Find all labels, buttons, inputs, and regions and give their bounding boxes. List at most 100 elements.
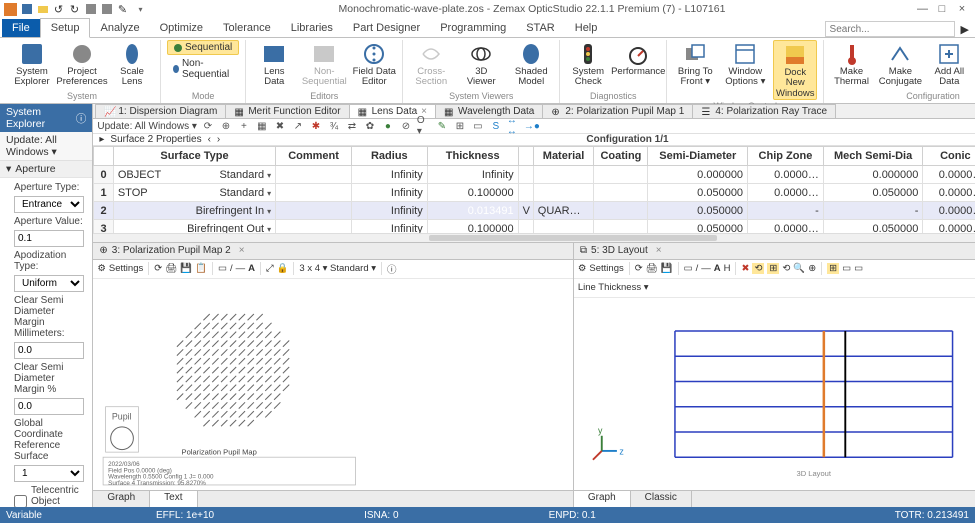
tb-icon[interactable]: ↗	[291, 119, 305, 133]
qat-redo-icon[interactable]: ↻	[68, 3, 81, 16]
table-cell[interactable]: 0.050000	[648, 202, 748, 220]
shaded-model-button[interactable]: Shaded Model	[509, 40, 553, 88]
settings-icon[interactable]: ⚙	[97, 263, 106, 274]
scale-lens-button[interactable]: Scale Lens	[110, 40, 154, 88]
apodization-type-select[interactable]: Uniform	[14, 275, 84, 292]
bring-to-front-button[interactable]: Bring To Front ▾	[673, 40, 717, 88]
tb-icon[interactable]: 💾	[180, 263, 192, 274]
table-cell[interactable]: 2	[94, 202, 113, 220]
qat-open-icon[interactable]	[36, 3, 49, 16]
table-cell[interactable]: Infinity	[351, 184, 427, 202]
close-icon[interactable]: ×	[656, 245, 662, 256]
table-cell[interactable]: Birefringent In ▾	[113, 202, 275, 220]
table-cell[interactable]: 0.100000	[427, 184, 518, 202]
tb-icon[interactable]: 📋	[195, 263, 207, 274]
close-icon[interactable]: ×	[239, 245, 245, 256]
tb-icon[interactable]: 🔍	[793, 263, 805, 274]
tb-icon[interactable]: ▭	[854, 263, 863, 274]
project-preferences-button[interactable]: Project Preferences	[60, 40, 104, 88]
minimize-button[interactable]: —	[917, 3, 927, 15]
help-icon[interactable]: ⓘ	[387, 262, 397, 276]
table-cell[interactable]	[594, 184, 648, 202]
table-row[interactable]: 1STOPStandard ▾Infinity0.1000000.0500000…	[94, 184, 975, 202]
table-cell[interactable]: 0.0000…	[748, 184, 824, 202]
table-cell[interactable]: 0.050000	[823, 220, 923, 233]
qat-more-icon[interactable]: ▾	[134, 3, 147, 16]
table-row[interactable]: 3Birefringent Out ▾Infinity0.1000000.050…	[94, 220, 975, 233]
file-tab[interactable]: File	[2, 19, 40, 37]
table-cell[interactable]	[518, 220, 533, 233]
tb-icon[interactable]: ⊕	[808, 263, 816, 274]
tb-icon[interactable]: ⊘	[399, 119, 413, 133]
table-cell[interactable]	[594, 220, 648, 233]
tab-pol-pupil-map-1[interactable]: ⊕2: Polarization Pupil Map 1	[542, 104, 693, 118]
table-cell[interactable]: 0.0000…	[923, 220, 975, 233]
aperture-type-select[interactable]: Entrance Pupil Diameter	[14, 196, 84, 213]
update-scope[interactable]: Update: All Windows ▾	[0, 132, 92, 161]
table-cell[interactable]: 0.013491	[427, 202, 518, 220]
column-header[interactable]: Surface Type	[113, 147, 275, 166]
performance-button[interactable]: Performance	[616, 40, 660, 77]
tb-icon[interactable]: /	[230, 263, 233, 274]
table-cell[interactable]: Infinity	[351, 166, 427, 184]
classic-tab[interactable]: Classic	[631, 491, 692, 507]
system-explorer-button[interactable]: System Explorer	[10, 40, 54, 88]
table-cell[interactable]: 0.0000…	[748, 220, 824, 233]
tab-part-designer[interactable]: Part Designer	[343, 19, 430, 37]
expand-icon[interactable]: ▸	[99, 134, 104, 145]
table-cell[interactable]	[518, 166, 533, 184]
sequential-mode[interactable]: Sequential	[167, 40, 239, 55]
qat-undo-icon[interactable]: ↺	[52, 3, 65, 16]
settings-label[interactable]: Settings	[589, 263, 623, 274]
table-cell[interactable]: V	[518, 202, 533, 220]
window-options-button[interactable]: Window Options ▾	[723, 40, 767, 88]
table-cell[interactable]: 0	[94, 166, 113, 184]
tb-icon[interactable]: ●	[381, 119, 395, 133]
column-header[interactable]: Conic	[923, 147, 975, 166]
csdm-pct-input[interactable]	[14, 398, 84, 415]
table-cell[interactable]: OBJECTStandard ▾	[113, 166, 275, 184]
table-cell[interactable]: STOPStandard ▾	[113, 184, 275, 202]
settings-icon[interactable]: ⚙	[578, 263, 587, 274]
table-cell[interactable]: 0.000000	[823, 166, 923, 184]
table-cell[interactable]: 0.0000…	[923, 202, 975, 220]
table-cell[interactable]	[276, 166, 352, 184]
column-header[interactable]: Semi-Diameter	[648, 147, 748, 166]
column-header[interactable]: Thickness	[427, 147, 518, 166]
table-cell[interactable]: 3	[94, 220, 113, 233]
tb-icon[interactable]: ⇄	[345, 119, 359, 133]
table-cell[interactable]	[533, 166, 594, 184]
horizontal-scrollbar[interactable]	[93, 233, 975, 242]
table-cell[interactable]: Infinity	[427, 166, 518, 184]
tb-icon[interactable]: ⟲	[752, 263, 764, 274]
tab-help[interactable]: Help	[565, 19, 608, 37]
column-header[interactable]: Material	[533, 147, 594, 166]
help-icon[interactable]: ⓘ	[76, 111, 87, 126]
tab-dispersion-diagram[interactable]: 📈1: Dispersion Diagram	[95, 104, 226, 118]
tb-icon[interactable]: ✿	[363, 119, 377, 133]
tb-icon[interactable]: →●	[525, 119, 539, 133]
column-header[interactable]: Radius	[351, 147, 427, 166]
table-cell[interactable]	[533, 184, 594, 202]
tb-icon[interactable]: O ▾	[417, 119, 431, 133]
table-cell[interactable]: 0.0000…	[923, 184, 975, 202]
make-conjugate-button[interactable]: Make Conjugate	[879, 40, 922, 88]
text-tab[interactable]: Text	[150, 491, 197, 507]
tb-icon[interactable]: ✱	[309, 119, 323, 133]
tb-icon[interactable]: ⟲	[782, 263, 790, 274]
tb-icon[interactable]: ⊞	[827, 263, 839, 274]
graph-tab[interactable]: Graph	[574, 491, 631, 507]
tb-icon[interactable]: ¾	[327, 119, 341, 133]
table-cell[interactable]: Infinity	[351, 220, 427, 233]
table-cell[interactable]: 0.0000…	[748, 166, 824, 184]
tab-analyze[interactable]: Analyze	[90, 19, 149, 37]
tb-icon[interactable]: —	[236, 263, 246, 274]
tab-tolerance[interactable]: Tolerance	[213, 19, 281, 37]
tb-icon[interactable]: ▭	[684, 263, 693, 274]
update-scope[interactable]: Update: All Windows ▾	[97, 121, 197, 132]
search-input[interactable]	[825, 21, 955, 37]
system-check-button[interactable]: System Check	[566, 40, 610, 88]
column-header[interactable]: Chip Zone	[748, 147, 824, 166]
tb-icon[interactable]: ▦	[255, 119, 269, 133]
tb-icon[interactable]: ▭	[471, 119, 485, 133]
